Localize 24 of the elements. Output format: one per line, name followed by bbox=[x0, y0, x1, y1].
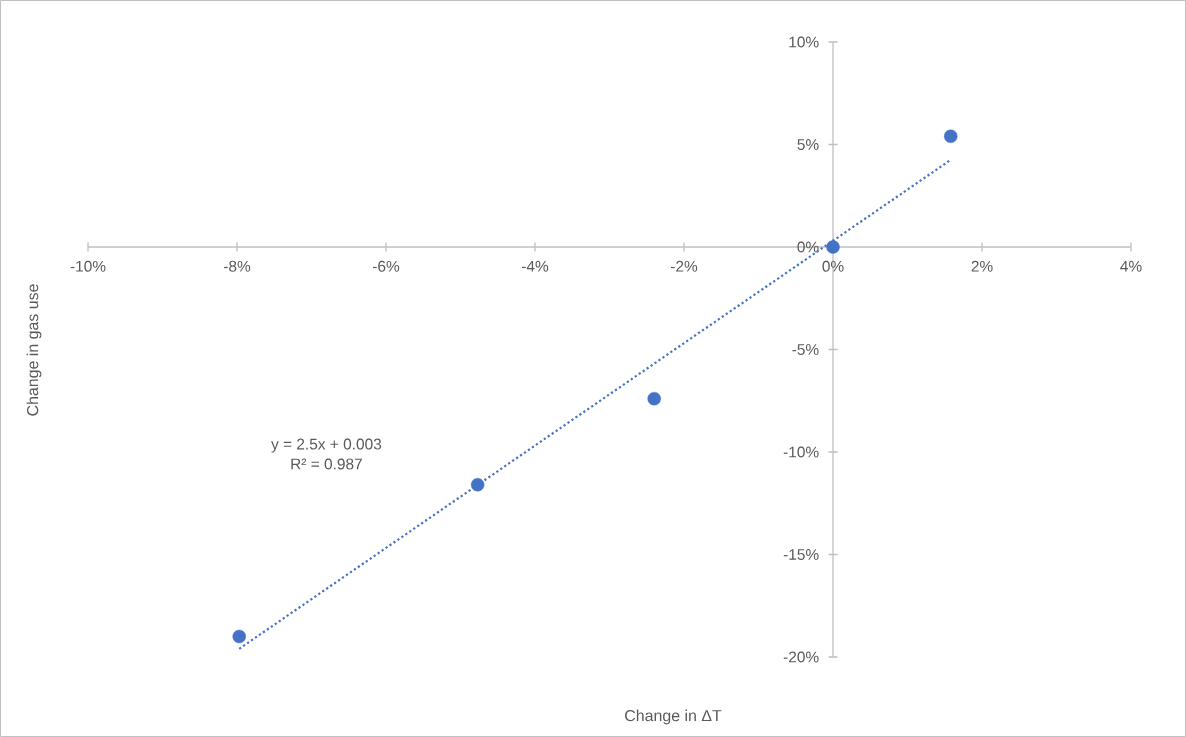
x-tick-label: 4% bbox=[1120, 260, 1142, 272]
point bbox=[232, 629, 246, 644]
y-tick-label: -10% bbox=[783, 446, 819, 458]
x-tick-label: -8% bbox=[223, 260, 251, 272]
x-tick-label: 0% bbox=[822, 260, 844, 272]
point bbox=[826, 240, 840, 254]
x-tick-label: -4% bbox=[521, 260, 549, 272]
y-tick-label: -20% bbox=[783, 651, 819, 663]
y-tick-label: 5% bbox=[797, 139, 819, 150]
point bbox=[470, 478, 485, 492]
point bbox=[944, 129, 958, 143]
x-tick-label: 2% bbox=[971, 260, 993, 272]
x-tick-label: -10% bbox=[70, 260, 106, 272]
y-tick-label: 10% bbox=[789, 36, 819, 48]
annotation: y = 2.5x + 0.003 bbox=[271, 438, 382, 453]
x-tick-label: -6% bbox=[372, 260, 400, 272]
y-tick-label: -15% bbox=[783, 549, 819, 560]
annotation: R² = 0.987 bbox=[291, 458, 362, 470]
y-tick-label: -5% bbox=[792, 344, 819, 355]
x-axis-title: Change in ΔT bbox=[625, 709, 722, 725]
point bbox=[647, 391, 661, 406]
y-tick-label: 0% bbox=[797, 241, 819, 253]
y-axis-title: Change in gas use bbox=[26, 284, 42, 416]
x-tick-label: -2% bbox=[670, 260, 698, 272]
